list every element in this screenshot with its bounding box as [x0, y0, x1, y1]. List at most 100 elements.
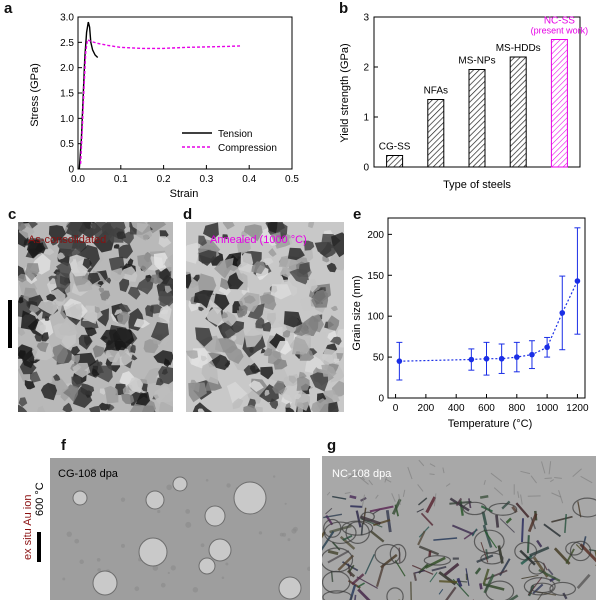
dislocation-line [358, 476, 369, 485]
speckle [167, 571, 170, 575]
micrograph-as-consolidated [18, 222, 173, 412]
dislocation-line [372, 519, 391, 527]
dislocation-line [327, 550, 350, 564]
grain [53, 373, 61, 381]
dislocation-line [527, 576, 543, 596]
dislocation-line [490, 472, 503, 482]
dislocation-line [558, 490, 564, 504]
grain [268, 248, 277, 257]
chart-b-ytick-label: 1 [363, 113, 369, 124]
chart-a-ytick-label: 3.0 [60, 13, 74, 24]
grain [56, 261, 72, 279]
grain [25, 263, 40, 282]
dislocation-line [543, 523, 562, 538]
grain [249, 362, 260, 374]
grain [37, 405, 46, 412]
dislocation-line [495, 514, 500, 528]
chart-e-xtick-label: 1200 [566, 403, 589, 414]
chart-e-point [396, 358, 403, 364]
cavity [92, 570, 118, 596]
dislocation-line [482, 568, 490, 585]
grain [119, 371, 136, 388]
chart-e-ticks: 0 200 400 600 800 1000 1200 0 50 100 150 200 [367, 230, 589, 414]
label-nc-108dpa: NC-108 dpa [332, 468, 392, 480]
grain [247, 303, 265, 320]
chart-b-bar-label: NC-SS [544, 16, 575, 27]
grain [150, 274, 161, 285]
dislocation-line [327, 549, 339, 556]
dislocation-line [480, 505, 493, 513]
dislocation-line [414, 569, 425, 574]
grain [92, 345, 105, 358]
dislocation-line [456, 577, 463, 588]
dislocation-line [565, 548, 575, 565]
dislocation-line [517, 491, 520, 499]
grain [193, 290, 214, 309]
grain [44, 315, 50, 321]
grain [303, 240, 315, 251]
side-label-temperature: 600 °C [34, 482, 46, 516]
cavity [138, 537, 168, 567]
speckle [97, 568, 101, 572]
chart-a-xtick-label: 0.4 [242, 174, 256, 185]
speckle [185, 521, 192, 528]
grain [222, 222, 235, 230]
chart-e-ytick-label: 50 [373, 353, 385, 364]
grain [321, 364, 337, 377]
grain [211, 354, 231, 371]
dislocation-line [398, 494, 401, 505]
dislocation-line [527, 513, 538, 533]
dislocation-line [347, 470, 359, 479]
dislocation-line [360, 522, 364, 536]
dislocation-loop [528, 560, 546, 575]
speckle [152, 565, 159, 571]
grain [46, 293, 57, 302]
grain [62, 402, 73, 412]
cavity [172, 476, 188, 492]
grain [158, 291, 173, 307]
dislocation-line [369, 530, 385, 543]
grain [59, 275, 70, 286]
grain [71, 375, 82, 389]
dislocation-line [577, 501, 582, 518]
chart-e-xtick-label: 400 [448, 403, 465, 414]
speckle [160, 582, 166, 588]
chart-a-xtick-label: 0.2 [157, 174, 171, 185]
grain [87, 272, 101, 285]
dislocation-line [481, 511, 488, 526]
chart-b-bar-label: CG-SS [379, 142, 411, 153]
grain [116, 328, 133, 343]
grain [163, 358, 171, 368]
dislocation-line [443, 562, 460, 577]
speckle [120, 543, 125, 548]
chart-b-bar [427, 99, 445, 168]
grain [36, 342, 49, 353]
grain [267, 222, 278, 234]
dislocation-line [515, 502, 530, 519]
grain [214, 257, 234, 279]
grain [232, 398, 244, 410]
chart-e-trend-line [399, 280, 578, 362]
grain [130, 344, 136, 354]
dislocation-line [375, 563, 385, 588]
side-label-ex-situ: ex situ Au ion [22, 494, 34, 560]
chart-a-xtick-label: 0.1 [114, 174, 128, 185]
dislocation-line [350, 505, 363, 508]
grain [18, 397, 28, 407]
micrograph-nc-108dpa [322, 456, 596, 600]
chart-b-bar [550, 39, 568, 168]
grain [224, 345, 244, 364]
cavity [208, 538, 232, 562]
dislocation-line [357, 588, 371, 600]
grain [127, 258, 134, 266]
panel-letter-a: a [4, 0, 13, 17]
grain [96, 365, 113, 383]
chart-e-xlabel: Temperature (°C) [448, 418, 532, 430]
dislocation-line [353, 471, 360, 478]
dislocation-line [349, 495, 357, 500]
label-annealed: Annealed (1000 °C) [210, 234, 307, 246]
panel-letter-b: b [339, 0, 349, 17]
dislocation-line [550, 479, 555, 483]
chart-e-xtick-label: 1000 [536, 403, 559, 414]
